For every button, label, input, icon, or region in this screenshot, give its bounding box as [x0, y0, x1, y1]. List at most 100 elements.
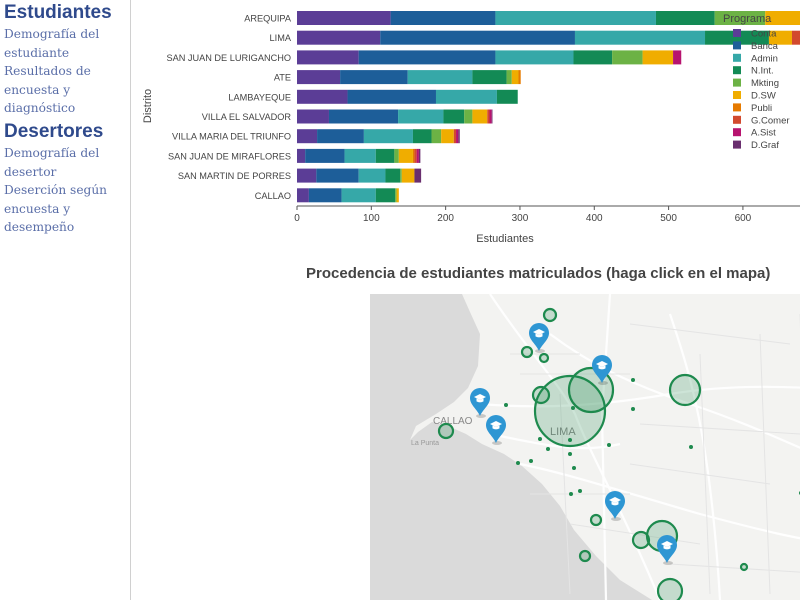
bar-segment[interactable] — [316, 168, 359, 183]
legend-label[interactable]: Mkting — [751, 78, 779, 89]
bar-segment[interactable] — [441, 129, 454, 144]
legend-label[interactable]: D.Graf — [751, 140, 779, 151]
bar-segment[interactable] — [297, 30, 381, 45]
student-circle[interactable] — [631, 530, 651, 550]
legend-swatch[interactable] — [733, 29, 741, 37]
bar-segment[interactable] — [435, 89, 497, 104]
bar-segment[interactable] — [642, 50, 674, 65]
bar-segment[interactable] — [489, 109, 492, 124]
student-dot[interactable] — [546, 447, 550, 451]
bar-segment[interactable] — [414, 168, 422, 183]
student-dot[interactable] — [569, 492, 573, 496]
bar-segment[interactable] — [495, 50, 574, 65]
student-circle[interactable] — [739, 562, 749, 572]
student-circle[interactable] — [578, 549, 592, 563]
legend-label[interactable]: Banca — [751, 41, 779, 52]
university-marker[interactable] — [605, 491, 625, 521]
bar-segment[interactable] — [431, 129, 442, 144]
bar-segment[interactable] — [768, 30, 792, 45]
bar-segment[interactable] — [400, 168, 402, 183]
bar-segment[interactable] — [341, 188, 376, 203]
bar-segment[interactable] — [395, 188, 397, 203]
bar-segment[interactable] — [506, 70, 512, 85]
student-circle[interactable] — [520, 345, 534, 359]
student-dot[interactable] — [568, 452, 572, 456]
university-marker[interactable] — [470, 388, 490, 418]
bar-segment[interactable] — [305, 148, 345, 163]
bar-segment[interactable] — [573, 50, 613, 65]
bar-segment[interactable] — [401, 168, 415, 183]
bar-segment[interactable] — [705, 30, 769, 45]
legend-label[interactable]: Publi — [751, 103, 772, 114]
student-dot[interactable] — [568, 438, 572, 442]
legend-swatch[interactable] — [733, 78, 741, 87]
bar-segment[interactable] — [297, 70, 341, 85]
bar-segment[interactable] — [297, 89, 348, 104]
bar-segment[interactable] — [297, 11, 391, 25]
bar-segment[interactable] — [472, 109, 488, 124]
bar-segment[interactable] — [464, 109, 473, 124]
bar-segment[interactable] — [398, 109, 444, 124]
bar-segment[interactable] — [394, 148, 399, 163]
legend-label[interactable]: A.Sist — [751, 128, 776, 139]
university-marker[interactable] — [657, 535, 677, 565]
bar-segment[interactable] — [363, 129, 413, 144]
bar-segment[interactable] — [495, 11, 656, 25]
bar-segment[interactable] — [297, 50, 359, 65]
bar-segment[interactable] — [358, 50, 496, 65]
bar-segment[interactable] — [487, 109, 490, 124]
bar-segment[interactable] — [297, 148, 306, 163]
university-marker[interactable] — [529, 323, 549, 353]
bar-segment[interactable] — [390, 11, 496, 25]
link-demografia-estudiante[interactable]: Demografía del estudiante — [4, 27, 100, 60]
student-dot[interactable] — [538, 437, 542, 441]
bar-segment[interactable] — [453, 129, 457, 144]
bar-segment[interactable] — [407, 70, 473, 85]
students-origin-map[interactable]: CALLAO LIMA La Punta — [370, 294, 800, 600]
bar-segment[interactable] — [418, 148, 421, 163]
student-circle[interactable] — [533, 374, 607, 448]
student-circle[interactable] — [589, 513, 603, 527]
student-dot[interactable] — [529, 459, 533, 463]
student-circle[interactable] — [531, 385, 551, 405]
bar-segment[interactable] — [714, 11, 766, 25]
university-marker[interactable] — [486, 415, 506, 445]
bar-segment[interactable] — [496, 89, 518, 104]
legend-swatch[interactable] — [733, 140, 741, 149]
legend-swatch[interactable] — [733, 128, 741, 137]
bar-segment[interactable] — [297, 168, 317, 183]
bar-segment[interactable] — [358, 168, 386, 183]
link-desercion-encuesta[interactable]: Deserción según encuesta y desempeño — [4, 183, 108, 234]
legend-label[interactable]: Conta — [751, 29, 777, 40]
bar-segment[interactable] — [396, 188, 399, 203]
bar-segment[interactable] — [375, 148, 395, 163]
bar-segment[interactable] — [491, 109, 493, 124]
student-dot[interactable] — [516, 461, 520, 465]
student-dot[interactable] — [572, 466, 576, 470]
bar-segment[interactable] — [398, 148, 413, 163]
bar-segment[interactable] — [518, 70, 521, 85]
bar-segment[interactable] — [472, 70, 507, 85]
legend-label[interactable]: G.Comer — [751, 115, 790, 126]
student-circle[interactable] — [542, 307, 558, 323]
bar-segment[interactable] — [511, 70, 519, 85]
student-dot[interactable] — [689, 445, 693, 449]
bar-segment[interactable] — [412, 129, 432, 144]
legend-swatch[interactable] — [733, 41, 741, 50]
student-dot[interactable] — [571, 406, 575, 410]
stacked-bar-chart[interactable]: AREQUIPA LIMA SAN JUAN DE LURIGANCHO ATE LAM… — [132, 0, 800, 260]
bar-segment[interactable] — [456, 129, 459, 144]
map-canvas[interactable]: CALLAO LIMA La Punta — [370, 294, 800, 600]
bar-segment[interactable] — [412, 148, 415, 163]
bar-segment[interactable] — [328, 109, 399, 124]
student-circle[interactable] — [668, 373, 702, 407]
legend-label[interactable]: N.Int. — [751, 66, 774, 77]
legend-swatch[interactable] — [733, 103, 741, 112]
legend-label[interactable]: D.SW — [751, 91, 776, 102]
bar-segment[interactable] — [297, 188, 309, 203]
bar-segment[interactable] — [344, 148, 376, 163]
university-marker[interactable] — [592, 355, 612, 385]
student-dot[interactable] — [631, 378, 635, 382]
bar-segment[interactable] — [375, 188, 396, 203]
